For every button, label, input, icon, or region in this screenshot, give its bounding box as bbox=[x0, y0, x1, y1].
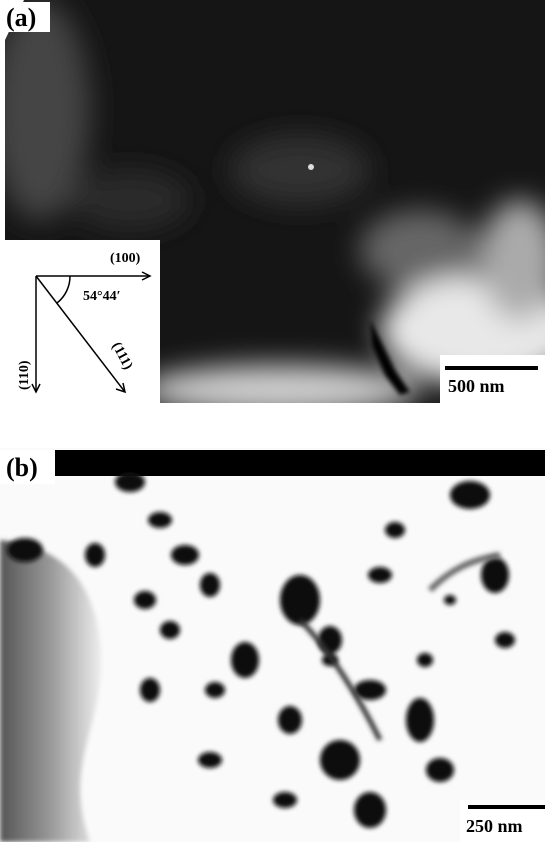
panel-label: (b) bbox=[6, 453, 38, 482]
figure: (a) (100) 54°44′ (110) (111) 500 nm bbox=[0, 0, 545, 842]
page: (a) (100) 54°44′ (110) (111) 500 nm bbox=[0, 0, 545, 842]
scale-label: 250 nm bbox=[466, 816, 523, 836]
panel-label: (a) bbox=[6, 3, 36, 32]
angle-label: 54°44′ bbox=[83, 289, 121, 304]
micrograph-b bbox=[0, 448, 545, 842]
axis-label: (110) bbox=[17, 360, 32, 390]
scale-label: 500 nm bbox=[448, 376, 505, 396]
axis-label: (100) bbox=[110, 251, 141, 266]
